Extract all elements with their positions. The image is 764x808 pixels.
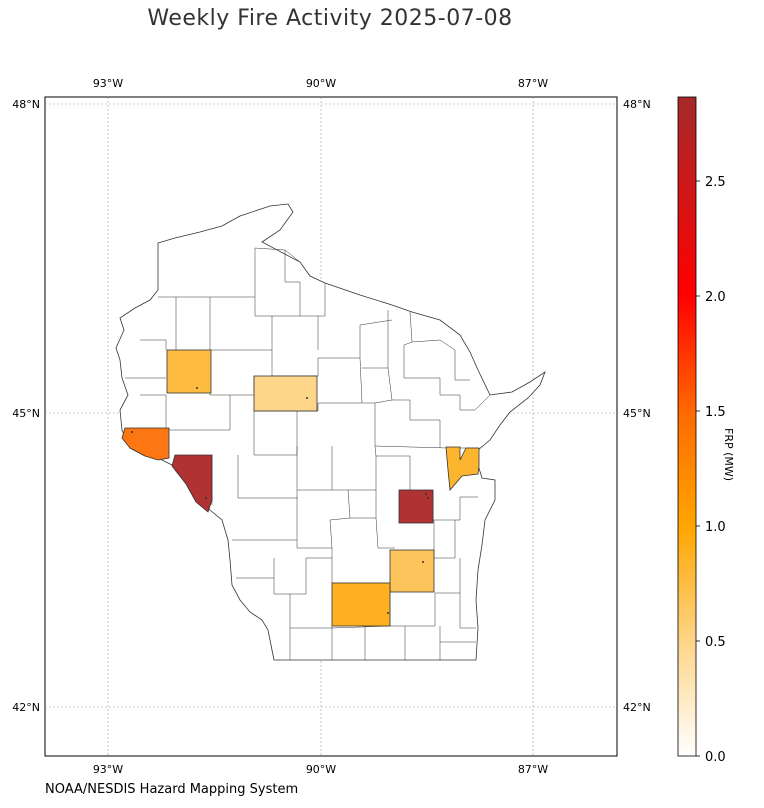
lon-label-bottom: 90°W: [306, 763, 336, 776]
colorbar-label: FRP (MW): [722, 428, 735, 482]
credit-text: NOAA/NESDIS Hazard Mapping System: [45, 782, 299, 797]
colorbar-tick-label: 2.5: [705, 175, 726, 190]
colorbar-ticks: [696, 180, 700, 757]
lon-label-top: 87°W: [518, 77, 548, 90]
colorbar-tick-label: 0.0: [705, 750, 726, 765]
fire-counties: [121, 349, 480, 627]
colorbar-tick-label: 1.5: [705, 405, 726, 420]
lat-label-right: 42°N: [623, 701, 651, 714]
colorbar-tick-label: 2.0: [705, 290, 726, 305]
lat-label-right: 48°N: [623, 98, 651, 111]
colorbar-tick-label: 0.5: [705, 635, 726, 650]
county-fire-marathon: [253, 375, 318, 412]
fire-points: [131, 387, 429, 614]
lat-label-left: 48°N: [12, 98, 40, 111]
lat-labels: 48°N 45°N 42°N 48°N 45°N 42°N: [12, 98, 650, 714]
county-fire-stcroix: [121, 427, 170, 461]
county-fire-dane: [331, 582, 391, 627]
colorbar-tick-labels: 0.0 0.5 1.0 1.5 2.0 2.5: [705, 175, 726, 765]
lon-labels: 93°W 90°W 87°W 93°W 90°W 87°W: [93, 77, 548, 776]
lon-label-top: 90°W: [306, 77, 336, 90]
county-fire-winnebago: [398, 489, 434, 524]
map-title: Weekly Fire Activity 2025-07-08: [147, 6, 513, 31]
county-fire-buffalo: [171, 454, 213, 513]
lon-label-bottom: 93°W: [93, 763, 123, 776]
lat-label-left: 45°N: [12, 407, 40, 420]
county-fire-outagamie: [445, 446, 480, 491]
colorbar-tick-label: 1.0: [705, 520, 726, 535]
lon-label-top: 93°W: [93, 77, 123, 90]
lon-label-bottom: 87°W: [518, 763, 548, 776]
colorbar: [677, 96, 697, 757]
county-fire-dodge: [389, 549, 435, 593]
lat-label-right: 45°N: [623, 407, 651, 420]
lat-label-left: 42°N: [12, 701, 40, 714]
county-fire-chippewa: [166, 349, 212, 394]
